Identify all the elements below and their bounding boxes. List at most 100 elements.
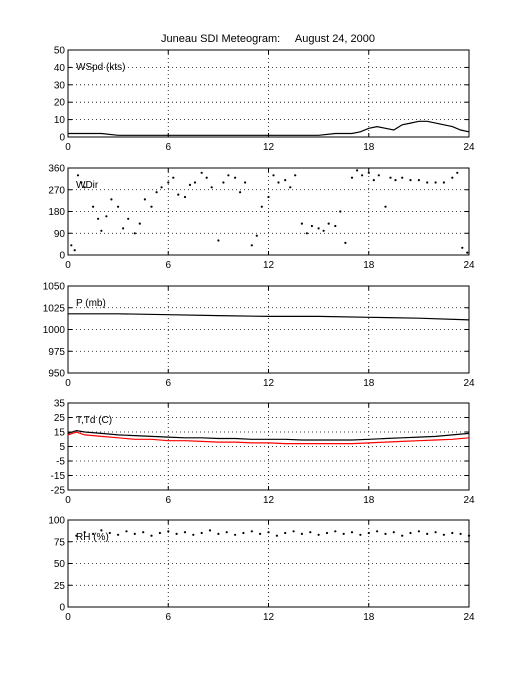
- series-line: [68, 313, 470, 321]
- data-point: [376, 530, 379, 533]
- data-point: [133, 232, 136, 235]
- data-point: [97, 217, 100, 220]
- data-point: [372, 179, 375, 182]
- data-point: [188, 183, 192, 186]
- data-point: [467, 534, 471, 537]
- series-line: [67, 431, 470, 445]
- panel-1: 0 6 12 18 24 0 10 20 30 40 50 WSpd (kts): [54, 46, 475, 154]
- panel-label: WSpd (kts): [76, 62, 125, 73]
- data-point: [350, 531, 354, 534]
- data-point: [325, 531, 329, 535]
- x-tick-label: 6: [165, 378, 171, 389]
- y-tick-label: 0: [59, 133, 65, 144]
- data-point: [133, 532, 136, 536]
- data-point: [255, 234, 258, 237]
- data-point: [284, 531, 287, 535]
- data-point: [317, 227, 320, 230]
- x-tick-label: 18: [363, 378, 375, 389]
- panel-5: 0 6 12 18 24 0 25 50 75 100 RH (%): [48, 516, 475, 624]
- data-point: [426, 181, 429, 184]
- y-tick-label: 75: [54, 537, 66, 548]
- data-point: [143, 198, 146, 201]
- data-point: [305, 232, 308, 235]
- data-point: [167, 530, 170, 533]
- y-tick-label: 360: [48, 164, 65, 175]
- data-point: [122, 227, 125, 230]
- data-point: [73, 249, 76, 252]
- y-tick-label: -15: [51, 471, 66, 482]
- data-point: [389, 176, 392, 179]
- panel-label: RH (%): [76, 532, 109, 543]
- data-point: [108, 531, 111, 535]
- x-tick-label: 18: [363, 612, 375, 623]
- data-point: [208, 529, 212, 532]
- x-tick-label: 0: [65, 260, 71, 271]
- data-point: [434, 531, 437, 534]
- data-point: [75, 534, 78, 537]
- data-point: [275, 534, 278, 537]
- data-point: [309, 531, 312, 534]
- data-point: [250, 244, 253, 247]
- data-point: [110, 198, 113, 201]
- data-point: [409, 531, 412, 535]
- data-point: [138, 222, 141, 225]
- x-tick-label: 0: [65, 378, 71, 389]
- data-point: [401, 176, 404, 179]
- data-point: [175, 532, 178, 536]
- data-point: [183, 195, 187, 199]
- y-tick-label: 1000: [43, 325, 66, 336]
- y-tick-label: 20: [54, 98, 66, 109]
- data-point: [300, 532, 303, 536]
- data-point: [401, 534, 404, 537]
- x-tick-label: 6: [165, 495, 171, 506]
- panel-3: 0 6 12 18 24 950 975 1000 1025 1050 P (mb): [43, 282, 475, 390]
- x-tick-label: 24: [463, 260, 475, 271]
- data-point: [234, 176, 237, 179]
- data-point: [183, 531, 187, 534]
- y-tick-label: 100: [48, 516, 65, 527]
- data-point: [92, 532, 95, 536]
- data-point: [409, 179, 412, 182]
- data-point: [377, 174, 380, 177]
- data-point: [310, 224, 313, 228]
- x-tick-label: 24: [463, 142, 475, 153]
- data-point: [327, 222, 330, 225]
- data-point: [210, 186, 213, 189]
- data-point: [292, 530, 295, 533]
- data-point: [200, 531, 203, 535]
- y-tick-label: 270: [48, 185, 65, 196]
- data-point: [117, 205, 120, 208]
- y-tick-label: 1050: [43, 282, 66, 293]
- data-point: [80, 181, 83, 184]
- panel-4: 0 6 12 18 24 -25 -15 -5 5 15 25 35 T,Td (C): [51, 399, 475, 507]
- figure-title: Juneau SDI Meteogram: August 24, 2000: [161, 33, 375, 45]
- x-tick-label: 12: [263, 378, 275, 389]
- data-point: [334, 224, 337, 228]
- data-point: [200, 171, 203, 174]
- data-point: [284, 179, 287, 182]
- x-tick-label: 12: [263, 260, 275, 271]
- data-point: [150, 205, 153, 208]
- data-point: [334, 530, 337, 533]
- panel-2: 0 6 12 18 24 0 90 180 270 360 WDir: [48, 164, 475, 272]
- x-tick-label: 6: [165, 612, 171, 623]
- data-point: [367, 171, 370, 174]
- data-point: [205, 176, 208, 179]
- data-point: [300, 222, 303, 225]
- data-point: [192, 533, 195, 536]
- y-tick-label: 90: [54, 229, 66, 240]
- data-point: [339, 210, 342, 213]
- data-point: [239, 191, 242, 194]
- data-point: [384, 532, 387, 536]
- data-point: [227, 174, 230, 177]
- x-tick-label: 0: [65, 142, 71, 153]
- y-tick-label: 975: [48, 347, 65, 358]
- data-point: [193, 181, 197, 184]
- data-point: [160, 186, 163, 189]
- data-point: [167, 181, 170, 184]
- data-point: [434, 181, 437, 184]
- data-point: [466, 251, 469, 254]
- data-point: [83, 186, 86, 189]
- data-point: [92, 205, 95, 208]
- x-tick-label: 12: [263, 495, 275, 506]
